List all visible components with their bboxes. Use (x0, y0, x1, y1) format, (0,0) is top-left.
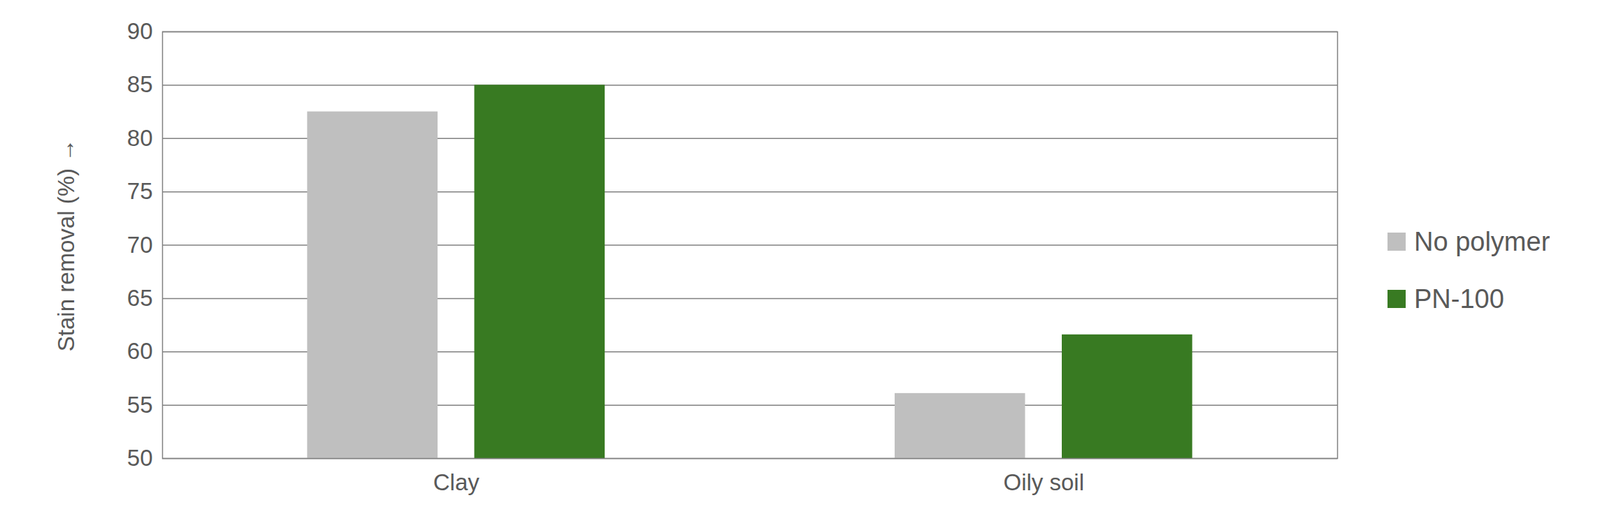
svg-text:85: 85 (127, 71, 154, 98)
svg-text:65: 65 (127, 285, 154, 312)
html-text:PN-100: PN-100 (1414, 284, 1505, 314)
svg-text:50: 50 (127, 445, 154, 472)
svg-text:Oily soil: Oily soil (1003, 469, 1085, 496)
svg-text:60: 60 (127, 338, 154, 365)
svg-text:75: 75 (127, 178, 154, 205)
html-text:No polymer: No polymer (1414, 226, 1550, 257)
svg-text:80: 80 (127, 125, 154, 151)
svg-text:Clay: Clay (433, 469, 481, 496)
svg-text:Stain removal (%) →: Stain removal (%) → (53, 139, 79, 352)
svg-text:55: 55 (127, 392, 154, 418)
svg-text:90: 90 (127, 18, 154, 45)
svg-text:70: 70 (127, 232, 154, 258)
